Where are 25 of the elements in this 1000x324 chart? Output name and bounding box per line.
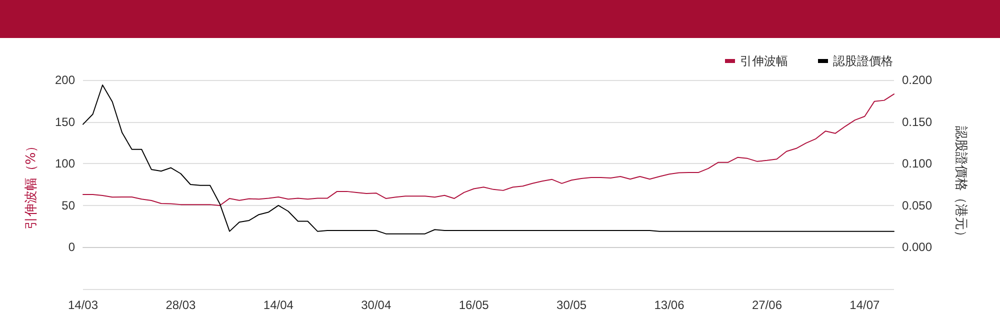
y-tick-label: 100: [54, 156, 76, 171]
y-tick-label: 200: [54, 73, 76, 87]
y-tick-label: 50: [62, 198, 76, 212]
x-tick-label: 14/04: [263, 298, 294, 312]
y2-axis-title: 認股證價格（港元）: [953, 126, 968, 243]
legend-label: 引伸波幅: [740, 54, 788, 68]
x-tick-label: 27/06: [752, 298, 782, 312]
line-series: [82, 94, 894, 206]
x-tick-label: 30/04: [361, 298, 392, 312]
x-tick-label: 30/05: [556, 298, 587, 312]
x-tick-label: 14/03: [68, 298, 98, 312]
y-tick-label: 0: [68, 240, 76, 254]
y2-tick-label: 0.150: [902, 114, 932, 129]
x-tick-label: 13/06: [654, 298, 685, 312]
y-tick-label: 150: [54, 114, 76, 129]
x-tick-label: 14/07: [850, 298, 880, 312]
y2-tick-label: 0.000: [902, 240, 932, 254]
y-axis-title: 引伸波幅（%）: [24, 139, 39, 230]
line-series: [82, 84, 894, 234]
y2-tick-label: 0.200: [902, 73, 932, 87]
legend-label: 認股證價格: [833, 54, 893, 68]
x-tick-label: 16/05: [458, 298, 490, 312]
y2-tick-label: 0.100: [902, 156, 932, 171]
x-tick-label: 28/03: [166, 298, 196, 312]
y2-tick-label: 0.050: [902, 198, 932, 212]
